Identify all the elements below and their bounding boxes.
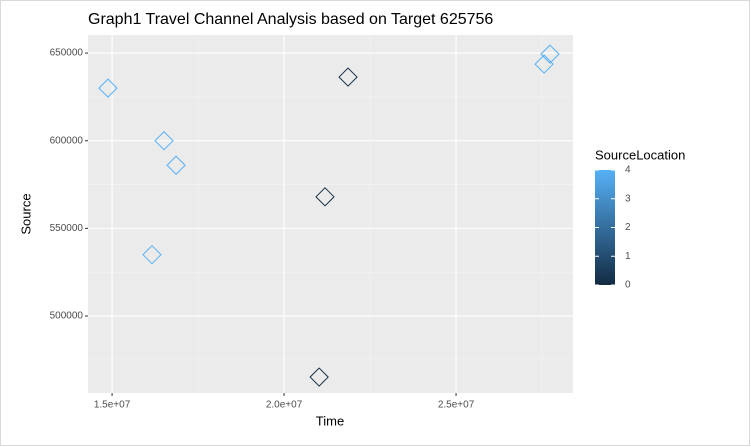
points — [98, 44, 560, 387]
panel — [88, 35, 573, 393]
x-tick-label: 2.0e+07 — [266, 400, 303, 411]
y-tick-label: 600000 — [50, 135, 84, 146]
y-tick-label: 550000 — [50, 223, 84, 234]
colorbar-label: 4 — [625, 165, 631, 176]
legend-title: SourceLocation — [595, 147, 685, 162]
colorbar-label: 3 — [625, 193, 631, 204]
x-tick-label: 1.5e+07 — [94, 400, 131, 411]
colorbar — [595, 170, 615, 285]
chart-title: Graph1 Travel Channel Analysis based on … — [88, 11, 493, 28]
point — [338, 67, 358, 87]
x-tick-label: 2.5e+07 — [438, 400, 475, 411]
grid — [88, 35, 573, 393]
point — [534, 54, 554, 74]
x-axis-title: Time — [316, 413, 344, 428]
colorbar-label: 1 — [625, 251, 631, 262]
y-tick-label: 650000 — [50, 48, 84, 59]
point — [154, 131, 174, 151]
point — [98, 78, 118, 98]
colorbar-label: 0 — [625, 280, 631, 291]
colorbar-label: 2 — [625, 222, 631, 233]
point — [309, 367, 329, 387]
y-tick-label: 500000 — [50, 311, 84, 322]
legend: 0 1 2 3 4 — [595, 165, 631, 291]
point — [315, 187, 335, 207]
y-axis-title: Source — [18, 193, 33, 234]
point — [142, 244, 162, 265]
point — [166, 155, 186, 175]
point — [540, 44, 560, 64]
